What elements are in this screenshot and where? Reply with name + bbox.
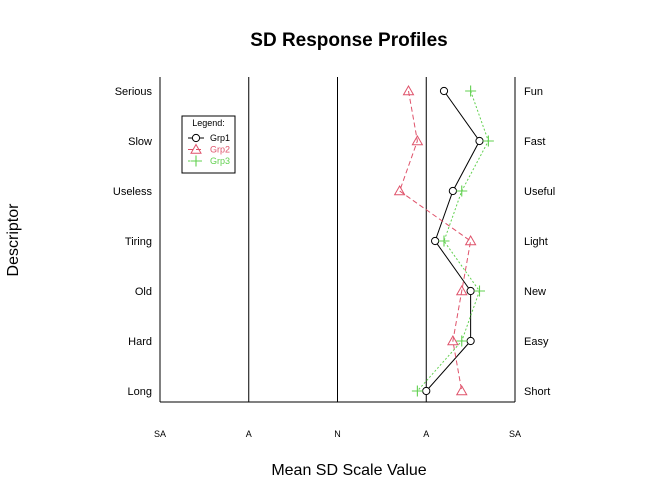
x-tick-label: A (423, 429, 429, 439)
data-point-grp1 (466, 286, 475, 296)
data-point-grp3 (438, 235, 450, 247)
data-point-grp2 (447, 334, 459, 346)
left-descriptor-label: Tiring (125, 236, 152, 248)
data-point-grp2 (455, 284, 468, 296)
x-tick-label: A (246, 429, 252, 439)
x-tick-label: SA (509, 429, 521, 439)
chart-title: SD Response Profiles (250, 30, 447, 51)
data-point-grp2 (464, 234, 477, 246)
data-point-grp3 (465, 85, 477, 97)
right-descriptor-label: New (524, 286, 546, 298)
legend-marker-grp2 (190, 143, 202, 154)
data-point-grp2 (393, 184, 406, 196)
data-point-grp1 (448, 186, 457, 196)
left-descriptor-label: Old (135, 286, 152, 298)
x-tick-label: N (334, 429, 341, 439)
right-descriptor-label: Useful (524, 186, 555, 198)
data-point-grp3 (474, 285, 485, 297)
data-point-grp3 (456, 185, 468, 197)
data-point-grp3 (411, 385, 423, 397)
right-descriptor-label: Easy (524, 336, 549, 348)
series-line-grp2 (399, 90, 472, 392)
left-descriptor-label: Slow (128, 136, 152, 148)
right-descriptor-label: Short (524, 386, 550, 398)
left-descriptor-label: Serious (115, 86, 153, 98)
legend-label-grp1: Grp1 (210, 133, 230, 143)
y-axis-title: Descriptor (5, 203, 22, 277)
data-point-grp3 (456, 335, 468, 347)
legend-label-grp2: Grp2 (210, 145, 230, 155)
data-point-grp1 (439, 86, 449, 96)
data-point-grp2 (455, 384, 468, 396)
legend-box (181, 115, 236, 174)
data-point-grp3 (482, 135, 494, 147)
data-point-grp1 (422, 386, 431, 396)
right-descriptor-label: Fun (524, 86, 543, 98)
x-tick-label: SA (154, 429, 166, 439)
data-point-grp2 (411, 134, 424, 146)
legend-title: Legend: (192, 118, 225, 128)
data-point-grp1 (466, 336, 475, 346)
right-descriptor-label: Fast (524, 136, 545, 148)
series-line-grp3 (417, 90, 489, 392)
left-descriptor-label: Long (128, 386, 152, 398)
data-point-grp1 (431, 236, 440, 246)
legend-label-grp3: Grp3 (210, 156, 230, 166)
left-descriptor-label: Hard (128, 336, 152, 348)
data-point-grp2 (402, 84, 415, 96)
left-descriptor-label: Useless (113, 186, 153, 198)
x-axis-title: Mean SD Scale Value (271, 462, 426, 479)
legend-marker-grp1 (191, 133, 201, 143)
plot-area: SA A N A SA Serious Slow Useless Tiring Old Hard Lo… (113, 77, 555, 439)
right-descriptor-label: Light (524, 236, 548, 248)
data-point-grp1 (475, 136, 484, 146)
legend-marker-grp3 (190, 155, 202, 167)
